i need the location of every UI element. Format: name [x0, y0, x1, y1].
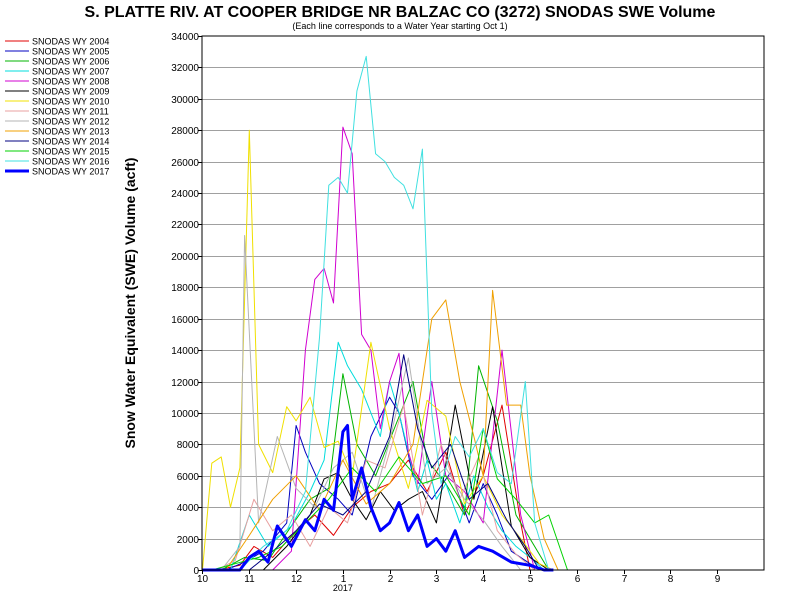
series-line-12 [239, 55, 550, 571]
ytick-label-13: 26000 [171, 158, 199, 169]
y-axis: 0 2000 4000 6000 8000 10000 12000 14000 16000 180… [171, 32, 202, 577]
chart-subtitle: (Each line corresponds to a Water Year s… [292, 21, 507, 31]
grid-lines [202, 67, 764, 540]
ytick-label-1: 2000 [177, 535, 200, 546]
series-line-13 [202, 424, 554, 572]
legend-label-9: SNODAS WY 2013 [32, 127, 109, 137]
xtick-label-8: 6 [575, 574, 581, 585]
x-axis: 10 11 12 1 2 3 4 5 6 7 8 9 [197, 570, 721, 585]
ytick-label-15: 30000 [171, 95, 199, 106]
xtick-label-3: 1 [341, 574, 347, 585]
xtick-label-4: 2 [388, 574, 394, 585]
ytick-label-10: 20000 [171, 252, 199, 263]
xtick-label-6: 4 [481, 574, 487, 585]
series-line-11 [211, 428, 568, 571]
series-line-3 [230, 341, 545, 571]
plot-area [202, 36, 764, 570]
ytick-label-11: 22000 [171, 220, 199, 231]
series-line-9 [225, 289, 559, 571]
legend-label-2: SNODAS WY 2006 [32, 57, 109, 67]
ytick-label-0: 0 [193, 566, 199, 577]
xtick-label-2: 12 [291, 574, 303, 585]
ytick-label-17: 34000 [171, 32, 199, 43]
series-line-1 [225, 396, 545, 571]
xtick-label-10: 8 [668, 574, 674, 585]
ytick-label-6: 12000 [171, 378, 199, 389]
xtick-label-5: 3 [434, 574, 440, 585]
legend-label-3: SNODAS WY 2007 [32, 67, 109, 77]
series-lines [202, 55, 568, 572]
xtick-label-11: 9 [715, 574, 721, 585]
legend-label-11: SNODAS WY 2015 [32, 147, 109, 157]
xtick-label-9: 7 [622, 574, 628, 585]
ytick-label-8: 16000 [171, 315, 199, 326]
chart-title: S. PLATTE RIV. AT COOPER BRIDGE NR BALZA… [85, 4, 716, 21]
ytick-label-5: 10000 [171, 409, 199, 420]
series-line-10 [248, 354, 540, 571]
legend-label-10: SNODAS WY 2014 [32, 137, 109, 147]
ytick-label-3: 6000 [177, 472, 200, 483]
legend-label-8: SNODAS WY 2012 [32, 117, 109, 127]
legend-label-4: SNODAS WY 2008 [32, 77, 109, 87]
ytick-label-2: 4000 [177, 503, 200, 514]
legend-label-13: SNODAS WY 2017 [32, 167, 109, 177]
legend-label-7: SNODAS WY 2011 [32, 107, 109, 117]
legend-label-0: SNODAS WY 2004 [32, 37, 109, 47]
ytick-label-4: 8000 [177, 440, 200, 451]
series-line-5 [262, 404, 549, 571]
legend-label-6: SNODAS WY 2010 [32, 97, 109, 107]
xtick-label-7: 5 [528, 574, 534, 585]
ytick-label-9: 18000 [171, 283, 199, 294]
x-axis-year-label: 2017 [333, 583, 353, 593]
ytick-label-16: 32000 [171, 63, 199, 74]
xtick-label-1: 11 [244, 574, 255, 585]
ytick-label-12: 24000 [171, 189, 199, 200]
y-axis-label: Snow Water Equivalent (SWE) Volume (acft… [122, 158, 138, 449]
legend-label-5: SNODAS WY 2009 [32, 87, 109, 97]
legend-label-12: SNODAS WY 2016 [32, 157, 109, 167]
xtick-label-0: 10 [197, 574, 209, 585]
legend-label-1: SNODAS WY 2005 [32, 47, 109, 57]
ytick-label-14: 28000 [171, 126, 199, 137]
series-line-8 [220, 235, 522, 571]
ytick-label-7: 14000 [171, 346, 199, 357]
